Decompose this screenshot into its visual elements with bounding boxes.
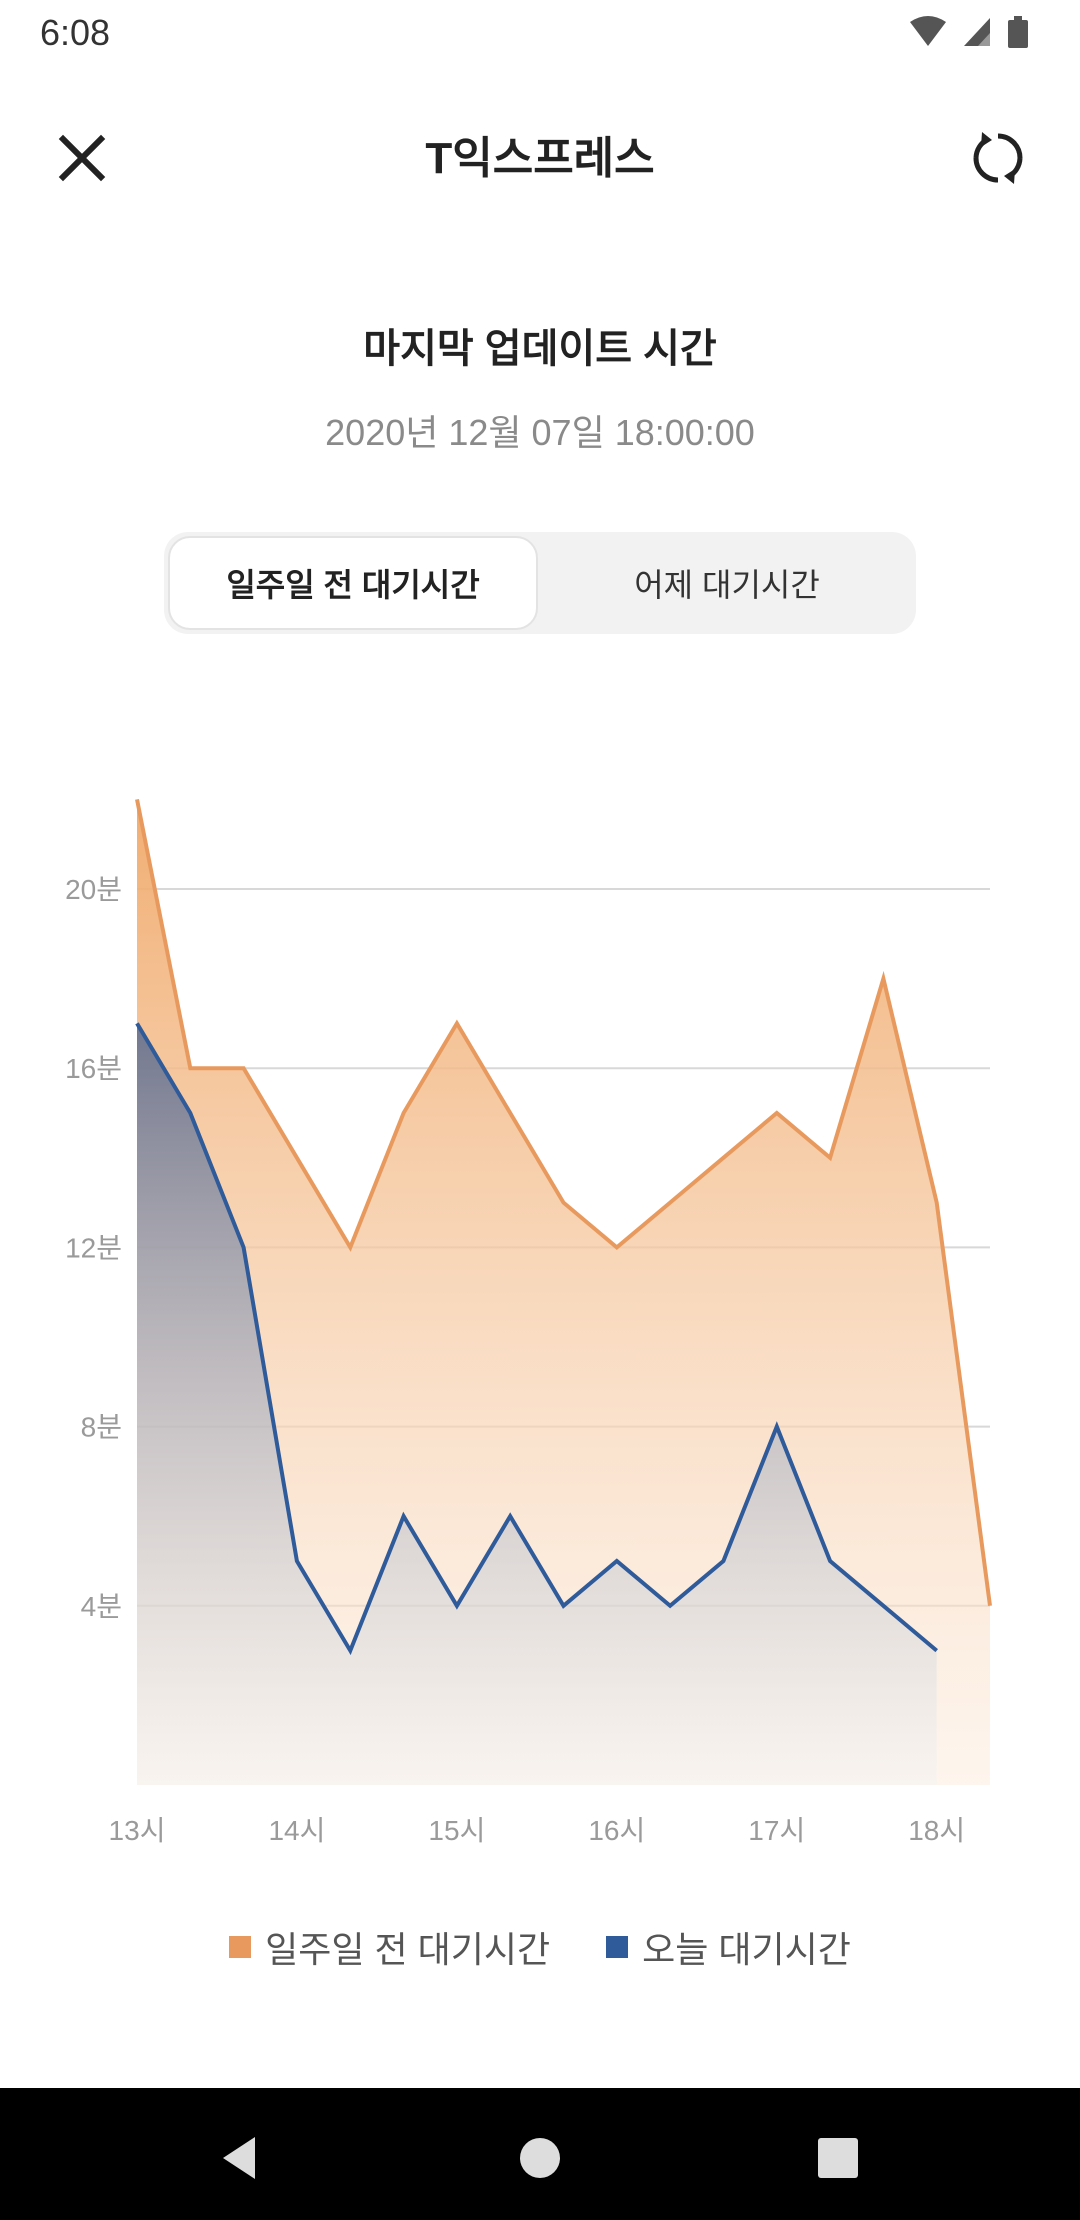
wifi-icon xyxy=(910,16,946,46)
nav-back-button[interactable] xyxy=(200,2118,280,2198)
home-circle-icon xyxy=(520,2138,560,2178)
x-tick-label: 14시 xyxy=(268,1815,325,1846)
nav-recents-button[interactable] xyxy=(798,2118,878,2198)
legend-swatch-today xyxy=(606,1936,629,1958)
status-bar: 6:08 xyxy=(0,0,1080,66)
navigation-bar xyxy=(0,2088,1080,2220)
close-icon xyxy=(58,134,106,182)
x-tick-label: 16시 xyxy=(588,1815,645,1846)
page-title: T익스프레스 xyxy=(425,134,655,183)
status-time: 6:08 xyxy=(40,12,111,53)
x-tick-label: 15시 xyxy=(428,1815,485,1846)
refresh-button[interactable] xyxy=(956,116,1040,200)
chart-legend: 일주일 전 대기시간 오늘 대기시간 xyxy=(0,1922,1080,1972)
back-triangle-icon xyxy=(223,2137,255,2179)
legend-label-today: 오늘 대기시간 xyxy=(642,1929,851,1970)
series-line-0 xyxy=(135,799,992,1607)
battery-icon xyxy=(1008,16,1028,48)
y-tick-label: 12분 xyxy=(65,1232,122,1263)
y-tick-label: 8분 xyxy=(81,1412,122,1443)
legend-item-week-ago[interactable]: 일주일 전 대기시간 xyxy=(229,1921,550,1973)
tab-week-ago[interactable]: 일주일 전 대기시간 xyxy=(168,536,538,630)
refresh-icon xyxy=(973,132,1023,184)
series-area-1 xyxy=(137,1023,937,1785)
nav-home-button[interactable] xyxy=(500,2118,580,2198)
series-line-1 xyxy=(135,1022,938,1656)
recents-square-icon xyxy=(818,2138,858,2178)
x-tick-label: 18시 xyxy=(908,1815,965,1846)
legend-item-today[interactable]: 오늘 대기시간 xyxy=(606,1921,851,1973)
wait-time-tabs: 일주일 전 대기시간 어제 대기시간 xyxy=(164,532,916,634)
legend-swatch-week-ago xyxy=(229,1936,252,1958)
status-icons xyxy=(906,14,1046,54)
tab-yesterday[interactable]: 어제 대기시간 xyxy=(634,567,820,603)
y-tick-label: 4분 xyxy=(81,1591,122,1622)
y-tick-label: 16분 xyxy=(65,1053,122,1084)
y-tick-label: 20분 xyxy=(65,874,122,905)
signal-icon xyxy=(964,18,990,46)
wait-time-chart: 4분 8분 12분 16분 20분 13시 14시 15시 16시 17시 18시 xyxy=(65,799,992,1846)
legend-label-week-ago: 일주일 전 대기시간 xyxy=(265,1929,551,1970)
x-tick-label: 17시 xyxy=(748,1815,805,1846)
close-button[interactable] xyxy=(40,116,124,200)
update-heading: 마지막 업데이트 시간 xyxy=(363,327,717,371)
update-timestamp: 2020년 12월 07일 18:00:00 xyxy=(325,412,755,453)
x-tick-label: 13시 xyxy=(109,1815,166,1846)
app-bar: T익스프레스 xyxy=(0,66,1080,230)
